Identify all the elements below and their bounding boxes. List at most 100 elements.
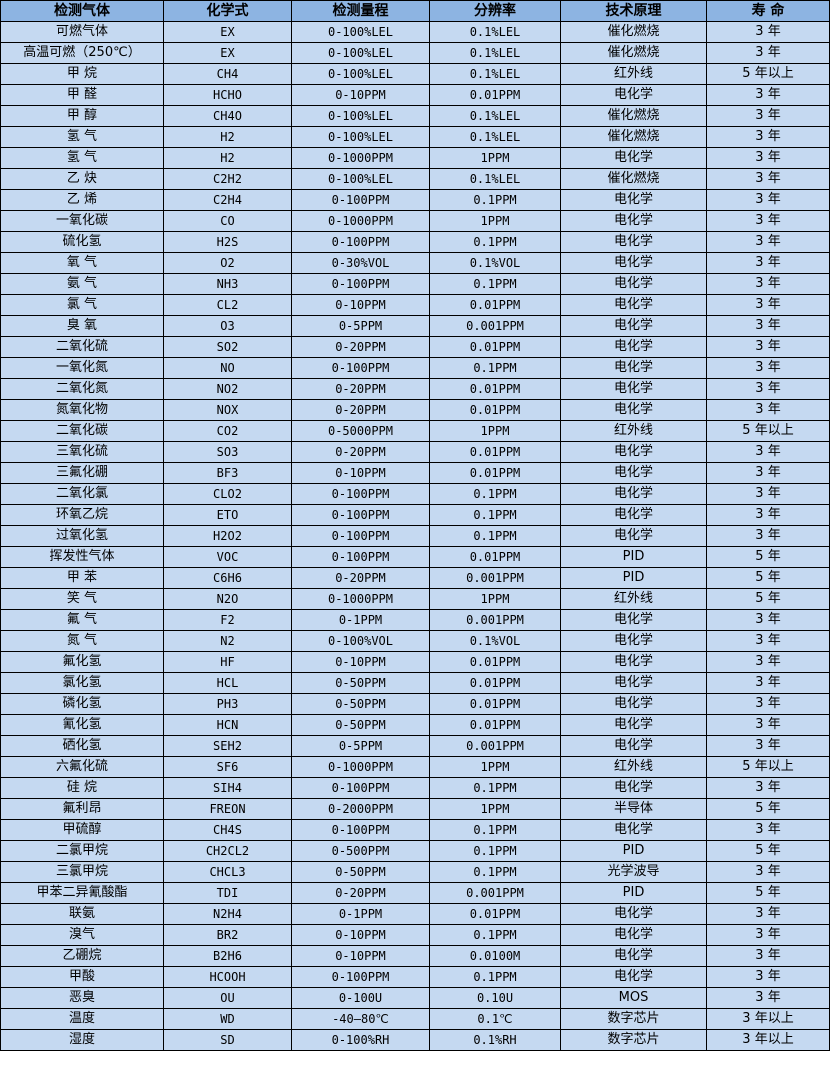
table-row: 甲 醛 HCHO 0-10PPM 0.01PPM 电化学 3 年 <box>0 84 830 106</box>
table-row: 二氧化氯 CLO2 0-100PPM 0.1PPM 电化学 3 年 <box>0 483 830 505</box>
cell-lifespan: 3 年 <box>706 273 830 295</box>
cell-principle: 电化学 <box>560 462 707 484</box>
table-header-row: 检测气体 化学式 检测量程 分辨率 技术原理 寿 命 <box>0 0 830 22</box>
cell-gas: 联氨 <box>0 903 164 925</box>
cell-range: 0-100PPM <box>291 483 430 505</box>
table-row: 甲苯二异氰酸酯 TDI 0-20PPM 0.001PPM PID 5 年 <box>0 882 830 904</box>
cell-gas: 二氧化碳 <box>0 420 164 442</box>
cell-formula: CLO2 <box>163 483 292 505</box>
cell-lifespan: 3 年 <box>706 147 830 169</box>
header-range: 检测量程 <box>291 0 430 22</box>
cell-range: 0-50PPM <box>291 861 430 883</box>
cell-gas: 湿度 <box>0 1029 164 1051</box>
cell-gas: 恶臭 <box>0 987 164 1009</box>
cell-resolution: 0.1PPM <box>429 924 561 946</box>
cell-range: 0-100%RH <box>291 1029 430 1051</box>
cell-range: 0-1PPM <box>291 903 430 925</box>
cell-principle: 电化学 <box>560 273 707 295</box>
cell-gas: 磷化氢 <box>0 693 164 715</box>
table-row: 六氟化硫 SF6 0-1000PPM 1PPM 红外线 5 年以上 <box>0 756 830 778</box>
cell-gas: 氟化氢 <box>0 651 164 673</box>
cell-principle: 光学波导 <box>560 861 707 883</box>
cell-lifespan: 3 年 <box>706 231 830 253</box>
cell-lifespan: 3 年 <box>706 252 830 274</box>
table-row: 氢 气 H2 0-1000PPM 1PPM 电化学 3 年 <box>0 147 830 169</box>
cell-formula: CH4 <box>163 63 292 85</box>
cell-range: 0-100PPM <box>291 819 430 841</box>
cell-principle: 电化学 <box>560 630 707 652</box>
cell-gas: 六氟化硫 <box>0 756 164 778</box>
cell-gas: 三氟化硼 <box>0 462 164 484</box>
cell-gas: 氧 气 <box>0 252 164 274</box>
cell-gas: 一氧化氮 <box>0 357 164 379</box>
table-row: 硫化氢 H2S 0-100PPM 0.1PPM 电化学 3 年 <box>0 231 830 253</box>
table-row: 二氧化氮 NO2 0-20PPM 0.01PPM 电化学 3 年 <box>0 378 830 400</box>
cell-range: 0-20PPM <box>291 378 430 400</box>
cell-lifespan: 5 年 <box>706 588 830 610</box>
cell-gas: 过氧化氢 <box>0 525 164 547</box>
table-row: 氰化氢 HCN 0-50PPM 0.01PPM 电化学 3 年 <box>0 714 830 736</box>
cell-resolution: 0.01PPM <box>429 378 561 400</box>
cell-gas: 环氧乙烷 <box>0 504 164 526</box>
cell-gas: 高温可燃（250℃） <box>0 42 164 64</box>
cell-lifespan: 3 年 <box>706 672 830 694</box>
cell-gas: 氟利昂 <box>0 798 164 820</box>
cell-range: 0-100%LEL <box>291 168 430 190</box>
cell-range: 0-1PPM <box>291 609 430 631</box>
cell-resolution: 0.1%VOL <box>429 252 561 274</box>
table-row: 联氨 N2H4 0-1PPM 0.01PPM 电化学 3 年 <box>0 903 830 925</box>
cell-principle: 催化燃烧 <box>560 105 707 127</box>
cell-resolution: 0.1%LEL <box>429 42 561 64</box>
cell-range: 0-100PPM <box>291 273 430 295</box>
cell-range: 0-100PPM <box>291 966 430 988</box>
cell-formula: B2H6 <box>163 945 292 967</box>
cell-lifespan: 5 年 <box>706 798 830 820</box>
table-row: 氟利昂 FREON 0-2000PPM 1PPM 半导体 5 年 <box>0 798 830 820</box>
cell-resolution: 0.1℃ <box>429 1008 561 1030</box>
cell-gas: 可燃气体 <box>0 21 164 43</box>
cell-formula: N2O <box>163 588 292 610</box>
cell-formula: O2 <box>163 252 292 274</box>
header-principle: 技术原理 <box>560 0 707 22</box>
cell-lifespan: 3 年 <box>706 609 830 631</box>
cell-lifespan: 3 年 <box>706 924 830 946</box>
cell-gas: 三氯甲烷 <box>0 861 164 883</box>
cell-resolution: 0.001PPM <box>429 315 561 337</box>
cell-range: 0-10PPM <box>291 462 430 484</box>
cell-principle: 电化学 <box>560 651 707 673</box>
cell-lifespan: 3 年 <box>706 861 830 883</box>
cell-resolution: 1PPM <box>429 210 561 232</box>
cell-formula: CHCL3 <box>163 861 292 883</box>
cell-principle: 催化燃烧 <box>560 42 707 64</box>
table-row: 甲 烷 CH4 0-100%LEL 0.1%LEL 红外线 5 年以上 <box>0 63 830 85</box>
header-formula: 化学式 <box>163 0 292 22</box>
cell-gas: 氯化氢 <box>0 672 164 694</box>
cell-gas: 乙硼烷 <box>0 945 164 967</box>
cell-range: 0-100%LEL <box>291 21 430 43</box>
cell-principle: 电化学 <box>560 945 707 967</box>
cell-resolution: 1PPM <box>429 798 561 820</box>
cell-formula: CH4S <box>163 819 292 841</box>
cell-lifespan: 3 年 <box>706 105 830 127</box>
cell-lifespan: 5 年以上 <box>706 756 830 778</box>
cell-formula: H2 <box>163 126 292 148</box>
cell-lifespan: 5 年 <box>706 567 830 589</box>
cell-formula: PH3 <box>163 693 292 715</box>
cell-principle: 电化学 <box>560 378 707 400</box>
table-row: 恶臭 OU 0-100U 0.10U MOS 3 年 <box>0 987 830 1009</box>
cell-formula: SO2 <box>163 336 292 358</box>
cell-formula: C2H4 <box>163 189 292 211</box>
cell-resolution: 0.1PPM <box>429 483 561 505</box>
cell-lifespan: 3 年 <box>706 294 830 316</box>
cell-range: 0-10PPM <box>291 945 430 967</box>
cell-principle: 红外线 <box>560 756 707 778</box>
cell-resolution: 0.1PPM <box>429 777 561 799</box>
cell-lifespan: 3 年 <box>706 168 830 190</box>
cell-lifespan: 5 年以上 <box>706 420 830 442</box>
cell-principle: PID <box>560 840 707 862</box>
cell-resolution: 0.1PPM <box>429 840 561 862</box>
cell-formula: C2H2 <box>163 168 292 190</box>
cell-principle: 电化学 <box>560 714 707 736</box>
cell-range: 0-100PPM <box>291 525 430 547</box>
header-resolution: 分辨率 <box>429 0 561 22</box>
